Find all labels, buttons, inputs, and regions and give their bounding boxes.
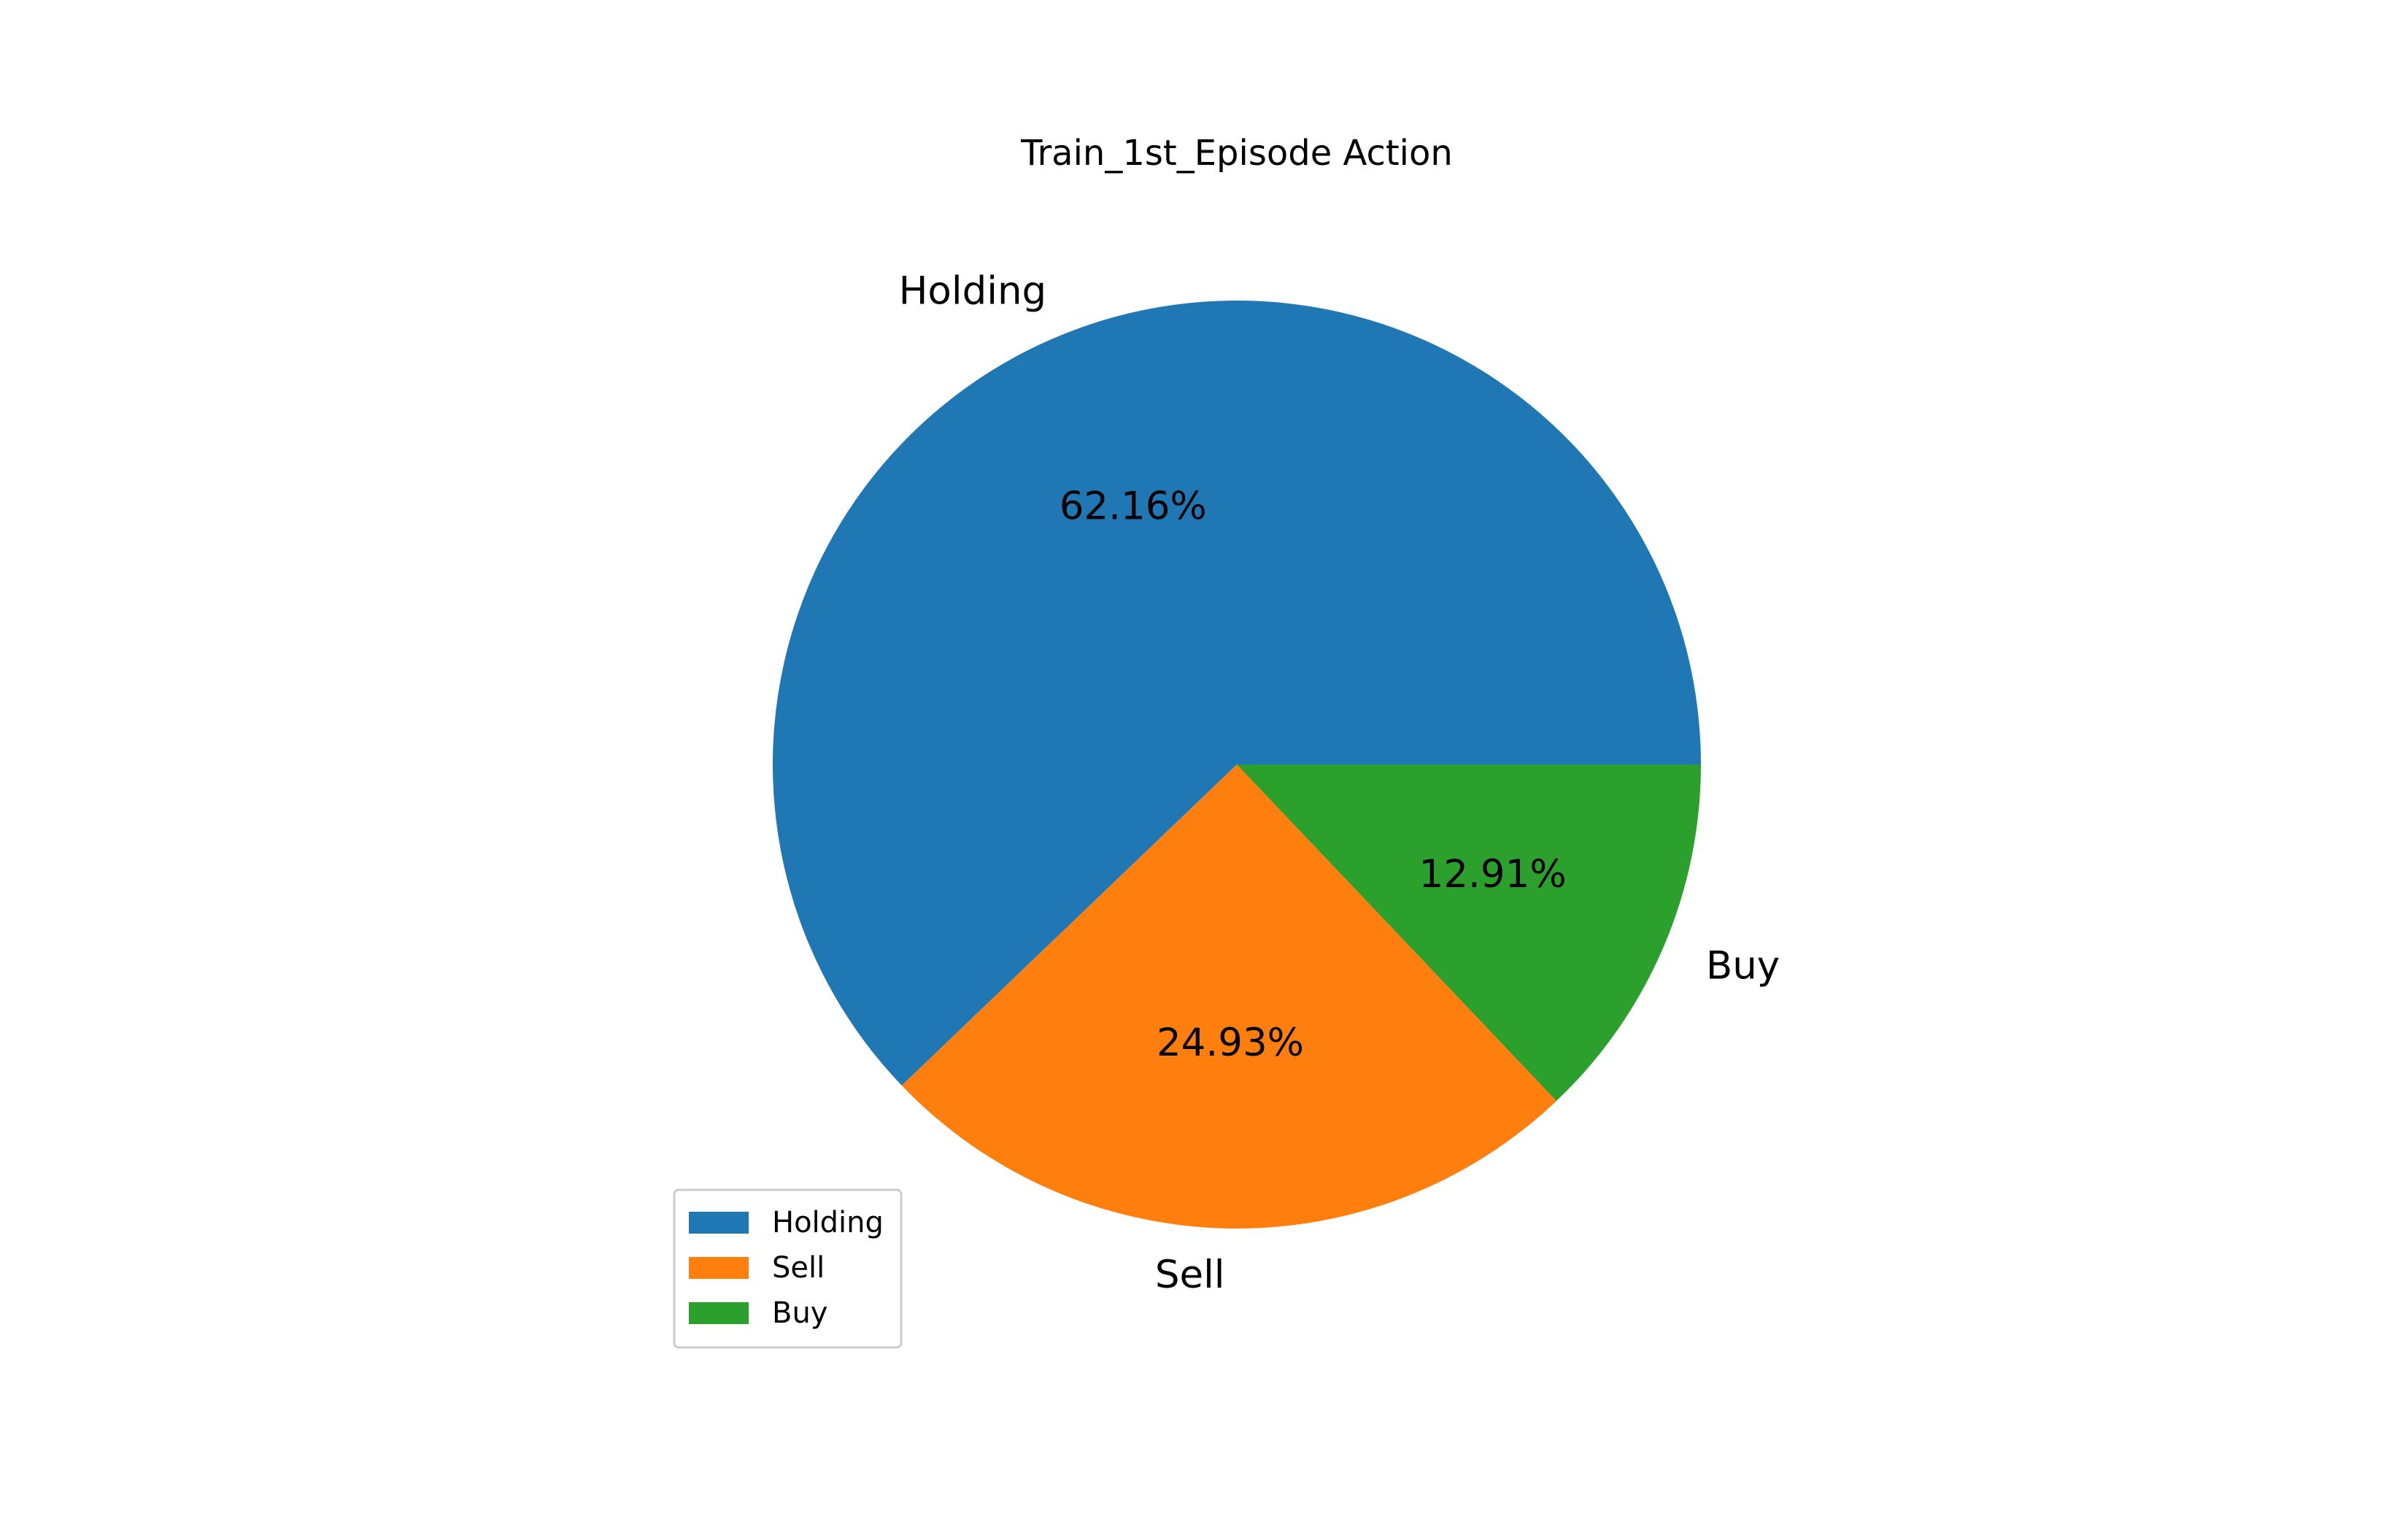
legend-label-buy: Buy — [772, 1296, 827, 1330]
slice-label-sell: Sell — [1155, 1253, 1225, 1297]
legend-swatch-holding — [689, 1212, 749, 1234]
pct-label-buy: 12.91% — [1419, 852, 1567, 897]
legend: Holding Sell Buy — [673, 1188, 903, 1349]
slice-labels: Holding Sell Buy — [899, 268, 1780, 1297]
pct-label-sell: 24.93% — [1157, 1021, 1304, 1065]
pct-label-holding: 62.16% — [1060, 484, 1207, 528]
legend-label-holding: Holding — [772, 1206, 884, 1239]
legend-swatch-sell — [689, 1257, 749, 1279]
slice-label-holding: Holding — [899, 268, 1047, 313]
pie-slice-holding — [772, 300, 1701, 1086]
slice-label-buy: Buy — [1706, 944, 1780, 989]
percentage-labels: 62.16% 24.93% 12.91% — [1060, 484, 1567, 1065]
pie-slices — [772, 300, 1701, 1229]
pie-slice-buy — [1237, 765, 1701, 1102]
chart-title: Train_1st_Episode Action — [1020, 133, 1453, 174]
legend-label-sell: Sell — [772, 1251, 825, 1285]
pie-slice-sell — [901, 765, 1556, 1229]
legend-swatch-buy — [689, 1302, 749, 1324]
